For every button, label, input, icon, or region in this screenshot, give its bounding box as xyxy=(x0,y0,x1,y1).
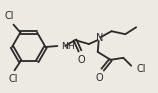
Text: O: O xyxy=(77,55,85,65)
Text: Cl: Cl xyxy=(5,11,14,21)
Text: Cl: Cl xyxy=(136,64,146,74)
Text: NH: NH xyxy=(61,41,75,50)
Text: Cl: Cl xyxy=(9,74,18,84)
Text: N: N xyxy=(96,33,103,43)
Text: O: O xyxy=(96,73,103,83)
